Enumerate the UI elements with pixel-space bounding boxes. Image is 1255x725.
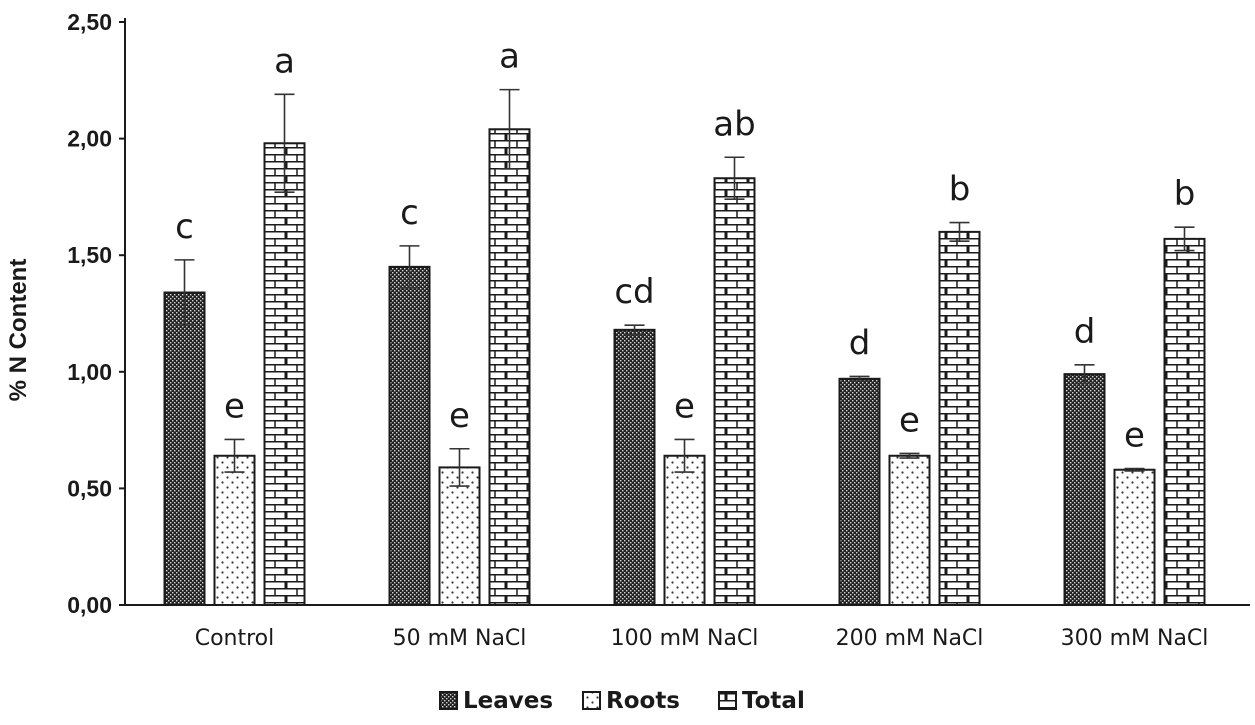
significance-letter: cd bbox=[614, 272, 654, 312]
significance-letter: e bbox=[899, 400, 920, 440]
significance-letter: b bbox=[1174, 174, 1196, 214]
legend: Leaves Roots Total bbox=[439, 688, 805, 714]
error-bars bbox=[174, 88, 1195, 487]
significance-letter: a bbox=[499, 37, 520, 77]
legend-label-total: Total bbox=[742, 688, 805, 714]
bar-total bbox=[1163, 237, 1206, 606]
y-axis-title: % N Content bbox=[5, 259, 32, 402]
bar-roots bbox=[663, 454, 706, 607]
x-category-label: Control bbox=[195, 626, 275, 651]
bar-roots bbox=[213, 454, 256, 607]
bar-total bbox=[263, 142, 306, 606]
significance-letter: e bbox=[674, 386, 695, 426]
legend-label-leaves: Leaves bbox=[463, 688, 553, 714]
significance-letter: ab bbox=[713, 104, 755, 144]
y-tick-label: 1,50 bbox=[67, 242, 112, 268]
y-tick-label: 0,00 bbox=[67, 592, 112, 618]
bar-leaves bbox=[1063, 373, 1106, 606]
y-tick-label: 2,00 bbox=[67, 126, 112, 152]
legend-label-roots: Roots bbox=[606, 688, 680, 714]
x-category-label: 100 mM NaCl bbox=[611, 626, 759, 651]
y-tick-label: 0,50 bbox=[67, 475, 112, 501]
significance-letter: b bbox=[949, 170, 971, 210]
bars bbox=[163, 128, 1206, 607]
legend-swatch-leaves bbox=[439, 691, 458, 710]
bar-roots bbox=[438, 466, 481, 606]
y-tick-label: 2,50 bbox=[67, 9, 112, 35]
significance-letter: c bbox=[400, 193, 419, 233]
bar-roots bbox=[888, 454, 931, 607]
x-category-label: 200 mM NaCl bbox=[836, 626, 984, 651]
bar-leaves bbox=[838, 377, 881, 606]
bar-leaves bbox=[163, 291, 206, 606]
significance-letter: e bbox=[449, 396, 470, 436]
significance-letter: e bbox=[224, 386, 245, 426]
x-category-label: 300 mM NaCl bbox=[1061, 626, 1209, 651]
bar-leaves bbox=[613, 328, 656, 606]
bar-total bbox=[713, 177, 756, 607]
significance-letter: a bbox=[274, 41, 295, 81]
x-axis: Control 50 mM NaCl 100 mM NaCl 200 mM NaCl 3… bbox=[125, 604, 1250, 651]
significance-letter: d bbox=[849, 323, 871, 363]
significance-letter: c bbox=[175, 207, 194, 247]
bar-leaves bbox=[388, 265, 431, 606]
y-axis: 0,00 0,50 1,00 1,50 2,00 2,50 bbox=[67, 9, 126, 618]
x-category-label: 50 mM NaCl bbox=[393, 626, 527, 651]
bar-total bbox=[938, 230, 981, 606]
significance-letter: e bbox=[1124, 416, 1145, 456]
significance-letter: d bbox=[1074, 312, 1096, 352]
y-tick-label: 1,00 bbox=[67, 359, 112, 385]
bar-total bbox=[488, 128, 531, 606]
legend-swatch-roots bbox=[582, 691, 601, 710]
bar-roots bbox=[1113, 468, 1156, 606]
legend-swatch-total bbox=[718, 691, 737, 710]
